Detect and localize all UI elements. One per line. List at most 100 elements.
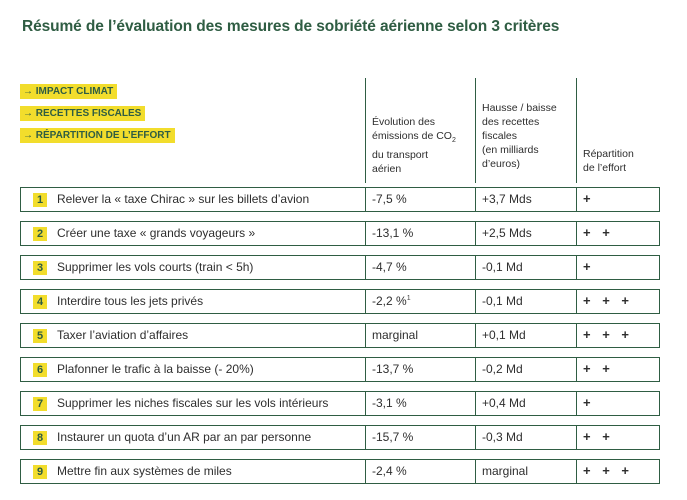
measure-number: 5 xyxy=(33,329,47,343)
emissions-value: -2,4 % xyxy=(372,464,407,478)
table-row: 6 Plafonner le trafic à la baisse (- 20%)… xyxy=(20,357,660,382)
effort-cell: + + xyxy=(583,429,614,444)
measure-number: 3 xyxy=(33,261,47,275)
header-recettes: Hausse / baisse des recettes fiscales (e… xyxy=(482,102,557,170)
column-divider xyxy=(475,221,476,246)
measure-number: 7 xyxy=(33,397,47,411)
emissions-cell: -3,1 % xyxy=(372,396,407,410)
measure-number: 8 xyxy=(33,431,47,445)
emissions-value: -13,7 % xyxy=(372,362,414,376)
measure-label: Plafonner le trafic à la baisse (- 20%) xyxy=(57,362,254,376)
recettes-cell: +3,7 Mds xyxy=(482,192,532,206)
emissions-cell: -7,5 % xyxy=(372,192,407,206)
measure-number: 2 xyxy=(33,227,47,241)
column-divider xyxy=(365,391,366,416)
column-divider xyxy=(576,323,577,348)
table-row: 2 Créer une taxe « grands voyageurs » -13,… xyxy=(20,221,660,246)
column-divider xyxy=(475,459,476,484)
measure-label: Taxer l’aviation d’affaires xyxy=(57,328,189,342)
effort-cell: + + + xyxy=(583,293,633,308)
effort-cell: + + xyxy=(583,361,614,376)
measure-number: 6 xyxy=(33,363,47,377)
legend-repartition-effort: → RÉPARTITION DE L’EFFORT xyxy=(20,128,175,143)
effort-cell: + + + xyxy=(583,327,633,342)
column-divider xyxy=(365,425,366,450)
measure-label: Supprimer les niches fiscales sur les vo… xyxy=(57,396,329,410)
column-divider xyxy=(576,221,577,246)
emissions-cell: -2,4 % xyxy=(372,464,407,478)
table-row: 4 Interdire tous les jets privés -2,2 %1-… xyxy=(20,289,660,314)
column-divider xyxy=(475,391,476,416)
effort-cell: + + xyxy=(583,225,614,240)
effort-cell: + xyxy=(583,395,595,410)
emissions-value: -15,7 % xyxy=(372,430,414,444)
header-effort: Répartition de l’effort xyxy=(583,148,634,174)
emissions-value: -2,2 % xyxy=(372,294,407,308)
emissions-value: -7,5 % xyxy=(372,192,407,206)
column-divider xyxy=(365,357,366,382)
column-divider xyxy=(475,255,476,280)
measure-label: Instaurer un quota d’un AR par an par pe… xyxy=(57,430,312,444)
column-divider xyxy=(576,255,577,280)
legend: → IMPACT CLIMAT → RECETTES FISCALES → RÉ… xyxy=(20,81,175,147)
effort-cell: + xyxy=(583,191,595,206)
emissions-cell: -2,2 %1 xyxy=(372,294,411,308)
column-divider xyxy=(365,78,366,183)
emissions-cell: -4,7 % xyxy=(372,260,407,274)
table-row: 9 Mettre fin aux systèmes de miles -2,4 % m… xyxy=(20,459,660,484)
emissions-value: -3,1 % xyxy=(372,396,407,410)
column-divider xyxy=(576,78,577,183)
recettes-cell: -0,2 Md xyxy=(482,362,523,376)
emissions-cell: -13,1 % xyxy=(372,226,413,240)
recettes-cell: marginal xyxy=(482,464,529,478)
column-divider xyxy=(475,357,476,382)
measure-label: Relever la « taxe Chirac » sur les bille… xyxy=(57,192,310,206)
measure-label: Créer une taxe « grands voyageurs » xyxy=(57,226,256,240)
measure-label: Supprimer les vols courts (train < 5h) xyxy=(57,260,254,274)
column-divider xyxy=(475,323,476,348)
column-divider xyxy=(365,323,366,348)
recettes-cell: -0,1 Md xyxy=(482,260,523,274)
emissions-value: -13,1 % xyxy=(372,226,414,240)
legend-recettes-fiscales: → RECETTES FISCALES xyxy=(20,106,146,121)
evaluation-table: Évolution des émissions de CO2 du transp… xyxy=(20,78,660,488)
column-divider xyxy=(576,425,577,450)
measure-label: Interdire tous les jets privés xyxy=(57,294,204,308)
column-divider xyxy=(475,78,476,183)
measure-number: 4 xyxy=(33,295,47,309)
column-divider xyxy=(365,255,366,280)
effort-cell: + xyxy=(583,259,595,274)
column-divider xyxy=(576,391,577,416)
column-divider xyxy=(576,187,577,212)
table-row: 3 Supprimer les vols courts (train < 5h) -… xyxy=(20,255,660,280)
column-divider xyxy=(475,289,476,314)
recettes-cell: +0,4 Md xyxy=(482,396,526,410)
table-row: 1 Relever la « taxe Chirac » sur les bill… xyxy=(20,187,660,212)
table-row: 7 Supprimer les niches fiscales sur les v… xyxy=(20,391,660,416)
footnote-marker: 1 xyxy=(406,295,411,302)
emissions-cell: -15,7 % xyxy=(372,430,413,444)
column-divider xyxy=(365,289,366,314)
measure-number: 1 xyxy=(33,193,47,207)
recettes-cell: -0,3 Md xyxy=(482,430,523,444)
recettes-cell: +2,5 Mds xyxy=(482,226,532,240)
emissions-value: marginal xyxy=(372,328,419,342)
legend-impact-climat: → IMPACT CLIMAT xyxy=(20,84,118,99)
emissions-value: -4,7 % xyxy=(372,260,407,274)
emissions-cell: -13,7 % xyxy=(372,362,413,376)
column-divider xyxy=(576,289,577,314)
header-emissions: Évolution des émissions de CO2 du transp… xyxy=(372,116,456,176)
table-row: 5 Taxer l’aviation d’affaires marginal +0,1… xyxy=(20,323,660,348)
column-divider xyxy=(576,459,577,484)
recettes-cell: -0,1 Md xyxy=(482,294,523,308)
column-divider xyxy=(576,357,577,382)
page-title: Résumé de l’évaluation des mesures de so… xyxy=(22,18,560,35)
effort-cell: + + + xyxy=(583,463,633,478)
column-divider xyxy=(475,187,476,212)
recettes-cell: +0,1 Md xyxy=(482,328,526,342)
column-divider xyxy=(365,187,366,212)
column-divider xyxy=(365,459,366,484)
measure-label: Mettre fin aux systèmes de miles xyxy=(57,464,232,478)
column-divider xyxy=(365,221,366,246)
measure-number: 9 xyxy=(33,465,47,479)
